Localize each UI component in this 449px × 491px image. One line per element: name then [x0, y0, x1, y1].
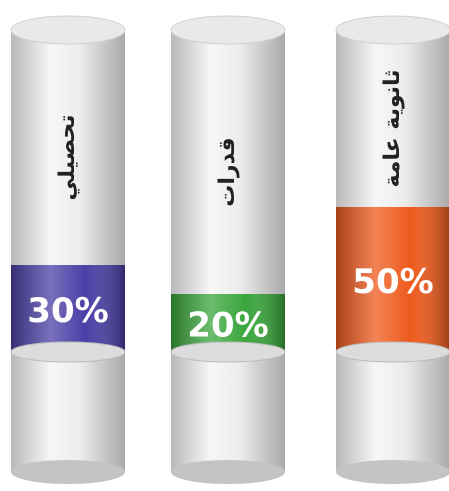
- cylinder-body: [11, 30, 125, 472]
- band-shade: [336, 207, 449, 352]
- cylinder-top: [170, 15, 286, 45]
- value-label: 50%: [352, 262, 433, 302]
- band-rim: [335, 341, 449, 363]
- category-label: تحصيلي: [55, 114, 80, 200]
- value-label: 20%: [187, 306, 268, 346]
- cylinder-bottom: [336, 460, 449, 484]
- band-rim: [170, 341, 286, 363]
- band-rim: [10, 341, 126, 363]
- category-label: قدرات: [215, 137, 240, 206]
- cylinder-body: [171, 30, 285, 472]
- band-shade: [11, 265, 125, 352]
- cylinder-top: [10, 15, 126, 45]
- cylinder-top: [335, 15, 449, 45]
- cylinder-bottom: [171, 460, 285, 484]
- category-label: ثانوية عامة: [380, 69, 405, 187]
- cylinder: 30% تحصيلي: [10, 15, 126, 484]
- value-label: 30%: [27, 291, 108, 331]
- cylinder: 20% قدرات: [170, 15, 286, 484]
- cylinder: 50% ثانوية عامة: [335, 15, 449, 484]
- cylinder-bottom: [11, 460, 125, 484]
